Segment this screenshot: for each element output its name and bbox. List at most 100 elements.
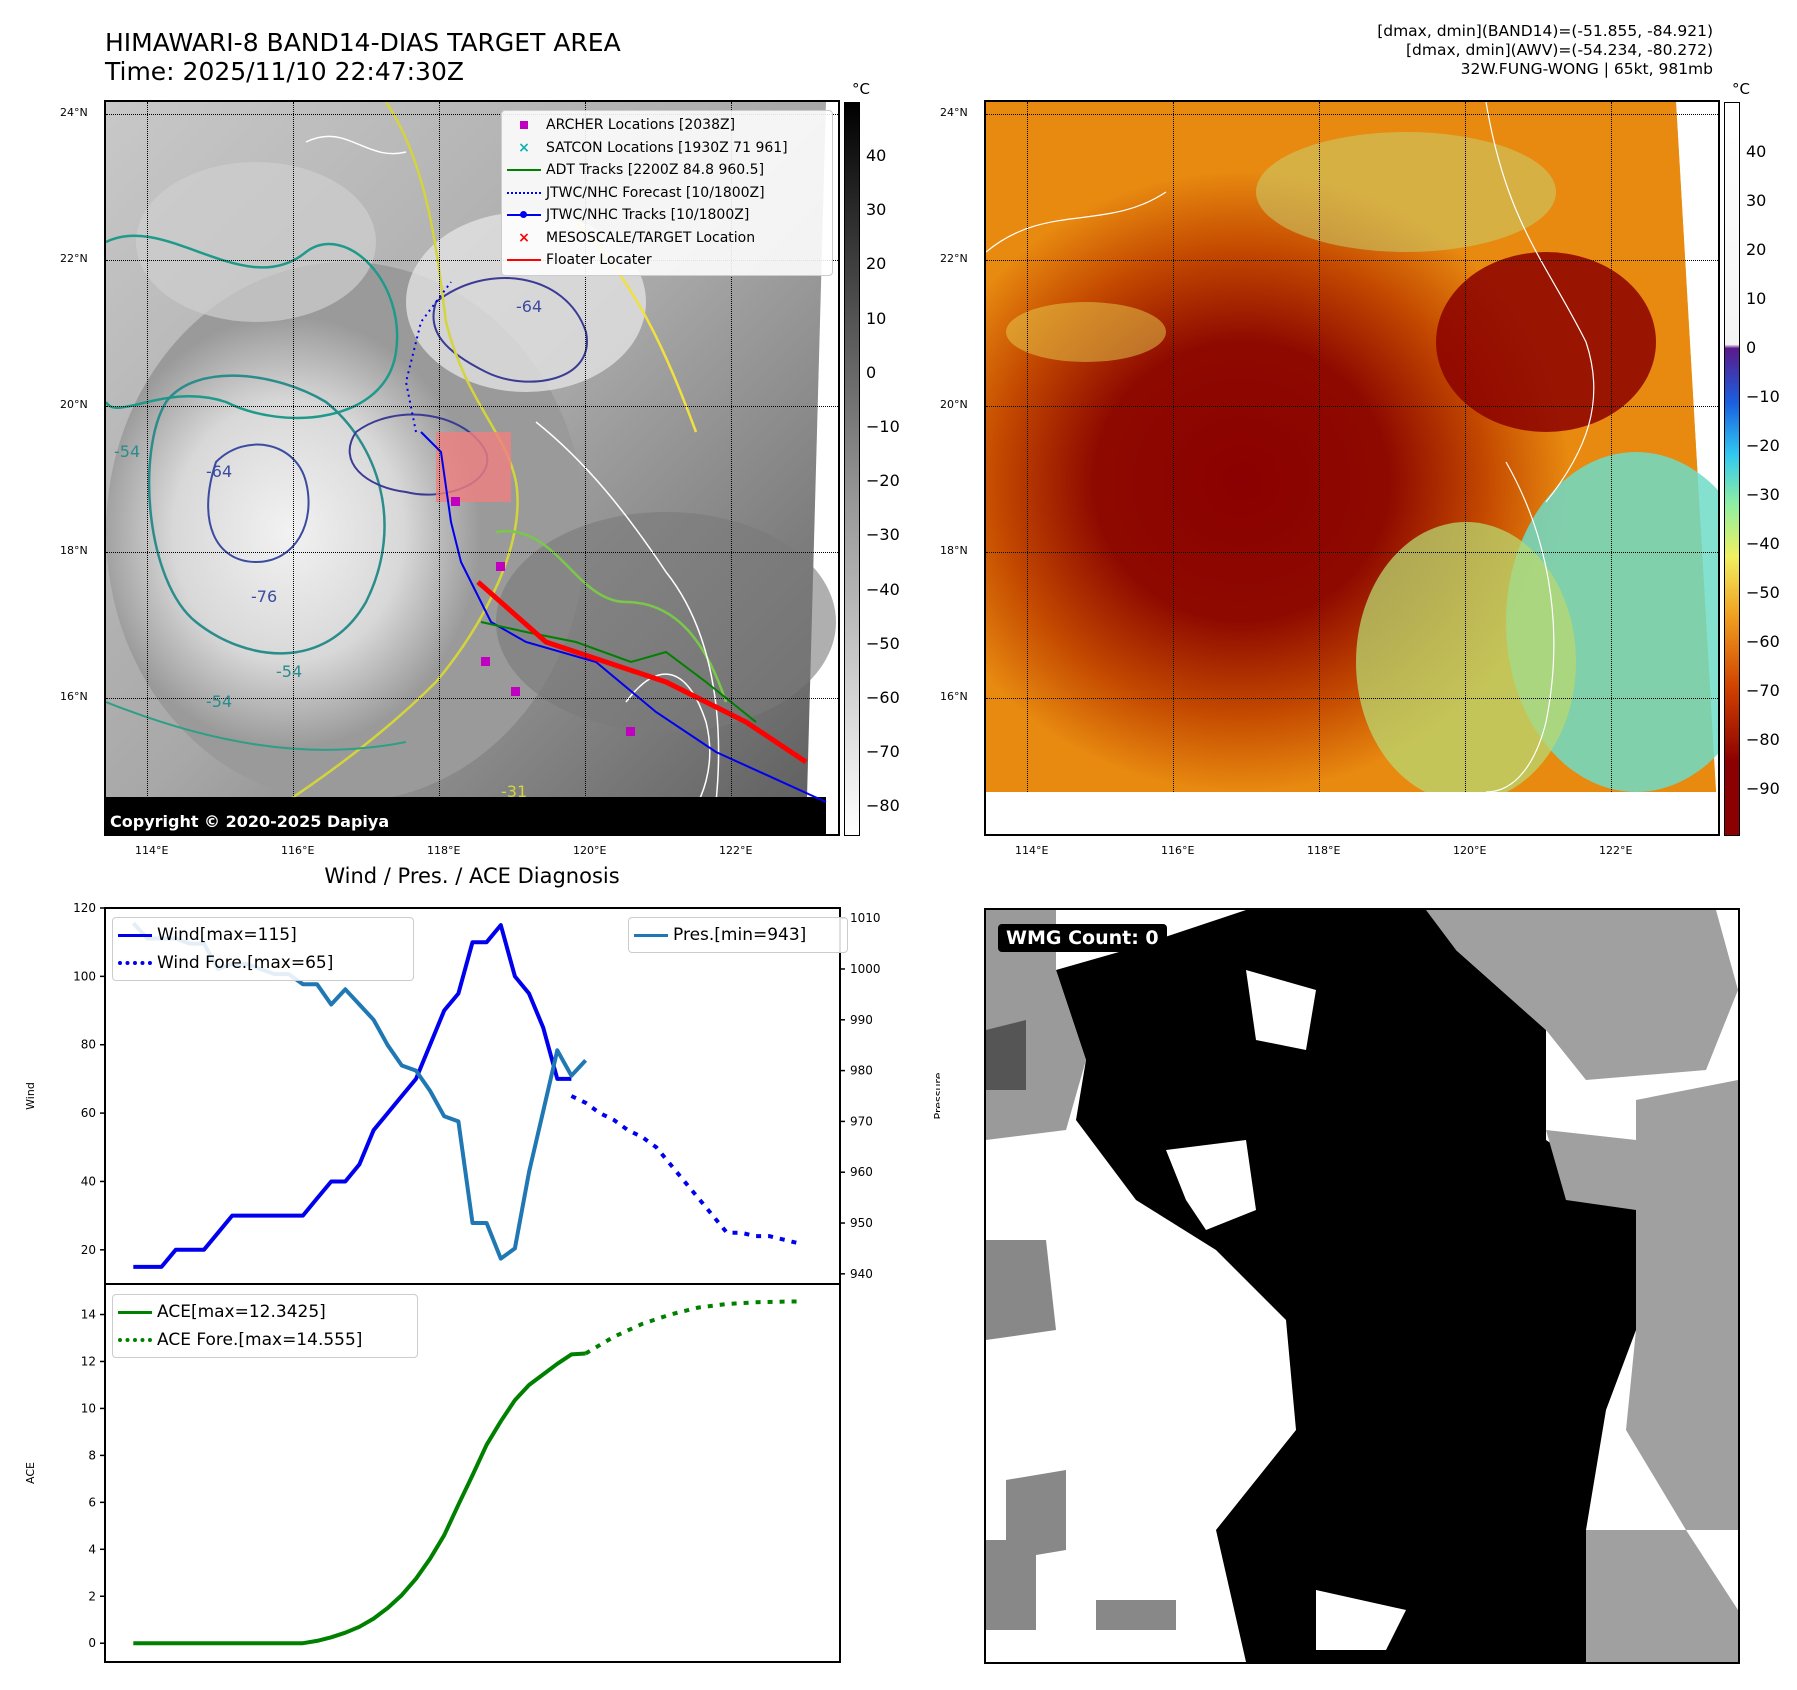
colorbar-tick-label: 20	[866, 254, 887, 274]
colorbar-tick-label: −80	[866, 796, 900, 816]
wmg-count-badge: WMG Count: 0	[998, 924, 1167, 952]
lon-tick: 120°E	[1453, 844, 1487, 857]
y2-tick-label: 980	[850, 1064, 873, 1078]
legend-item-ace-forecast: ACE Fore.[max=14.555]	[113, 1326, 417, 1354]
pressure-legend: Pres.[min=943]	[628, 917, 848, 953]
chart-title: Wind / Pres. / ACE Diagnosis	[324, 864, 620, 888]
y-tick-label: 10	[81, 1401, 96, 1415]
gridline-lat-24	[106, 114, 838, 115]
contour-label: -54	[276, 662, 303, 681]
axes-frame	[104, 1283, 841, 1663]
y-tick-label: 12	[81, 1354, 96, 1368]
colorbar-tick-label: −40	[1746, 534, 1780, 553]
colorbar-tick-label: −20	[866, 471, 900, 491]
legend-item-jtwc-tracks: JTWC/NHC Tracks [10/1800Z]	[502, 204, 832, 227]
colorbar-tick-label: 20	[1746, 240, 1767, 259]
gridline-lat-24	[986, 114, 1718, 115]
y-tick-label: 120	[73, 901, 96, 915]
awv-colorbar-unit: °C	[1732, 80, 1750, 98]
y-tick-label: 0	[88, 1636, 96, 1650]
colorbar-tick-label: −20	[1746, 436, 1780, 455]
colorbar-tick-label: −10	[1746, 387, 1780, 406]
lon-tick: 116°E	[1161, 844, 1195, 857]
y-tick-label: 80	[81, 1038, 96, 1052]
lon-tick: 118°E	[427, 844, 461, 857]
floater-box	[436, 432, 511, 502]
y2-tick-label: 970	[850, 1114, 873, 1128]
wind-legend: Wind[max=115] Wind Fore.[max=65]	[112, 917, 414, 981]
diagnosis-chart: 20406080100120Wind9409509609709809901000…	[24, 901, 940, 1663]
title-line-2: Time: 2025/11/10 22:47:30Z	[105, 57, 464, 86]
y-tick-label: 20	[81, 1243, 96, 1257]
contour-label: -76	[251, 587, 278, 606]
gridline-lat-22	[986, 260, 1718, 261]
series-line-wind-max-	[133, 923, 572, 1269]
gridline-lon-120	[585, 102, 586, 834]
line-icon	[113, 1310, 157, 1314]
contour-label: -54	[114, 442, 141, 461]
y2-axis-label: Pressure	[932, 1072, 940, 1119]
colorbar-tick-label: −40	[866, 579, 900, 599]
legend-item-pressure: Pres.[min=943]	[629, 921, 847, 949]
y-tick-label: 8	[88, 1448, 96, 1462]
colorbar-tick-label: −70	[866, 742, 900, 762]
gridline-lat-16	[106, 698, 838, 699]
lat-tick: 24°N	[940, 106, 968, 119]
y-tick-label: 100	[73, 969, 96, 983]
line-dot-icon	[502, 211, 546, 219]
colorbar-tick-label: −80	[1746, 730, 1780, 749]
gridline-lat-20	[986, 406, 1718, 407]
title-line-1: HIMAWARI-8 BAND14-DIAS TARGET AREA	[105, 28, 621, 57]
contour-label: -54	[206, 692, 233, 711]
colorbar-tick-label: 30	[866, 200, 887, 220]
ir-colorbar	[844, 102, 860, 836]
gridline-lon-114	[147, 102, 148, 834]
contour-label: -64	[206, 462, 233, 481]
y-tick-label: 14	[81, 1308, 96, 1322]
lat-tick: 20°N	[940, 398, 968, 411]
gridline-lat-18	[986, 552, 1718, 553]
lon-tick: 114°E	[135, 844, 169, 857]
line-icon	[629, 933, 673, 937]
lon-tick: 122°E	[719, 844, 753, 857]
copyright-notice: Copyright © 2020-2025 Dapiya	[110, 812, 390, 831]
y-tick-label: 2	[88, 1589, 96, 1603]
awv-imagery	[986, 102, 1718, 834]
lat-tick: 20°N	[60, 398, 88, 411]
ace-legend: ACE[max=12.3425] ACE Fore.[max=14.555]	[112, 1294, 418, 1358]
dotted-line-icon	[502, 191, 546, 194]
jtwc-forecast	[404, 281, 452, 433]
legend-item-adt: ADT Tracks [2200Z 84.8 960.5]	[502, 159, 832, 182]
awv-range: [dmax, dmin](AWV)=(-54.234, -80.272)	[1406, 41, 1713, 59]
y2-tick-label: 940	[850, 1267, 873, 1281]
storm-info: 32W.FUNG-WONG | 65kt, 981mb	[1460, 60, 1713, 78]
wmg-imagery	[986, 910, 1738, 1662]
archer-points	[451, 497, 635, 736]
gridline-lon-116	[293, 102, 294, 834]
figure-title: HIMAWARI-8 BAND14-DIAS TARGET AREA Time:…	[105, 28, 621, 86]
y2-tick-label: 950	[850, 1216, 873, 1230]
x-marker-icon: ×	[518, 229, 530, 246]
y-tick-label: 4	[88, 1542, 96, 1556]
series-line-ace-fore-max-	[584, 1299, 798, 1356]
contour-label: -64	[516, 297, 543, 316]
colorbar-tick-label: −90	[1746, 779, 1780, 798]
legend-item-ace: ACE[max=12.3425]	[113, 1298, 417, 1326]
stats-header: [dmax, dmin](BAND14)=(-51.855, -84.921) …	[1377, 22, 1713, 79]
wmg-panel: WMG Count: 0	[984, 908, 1740, 1664]
y2-tick-label: 1000	[850, 962, 881, 976]
y2-tick-label: 990	[850, 1013, 873, 1027]
legend-item-archer: ARCHER Locations [2038Z]	[502, 114, 832, 137]
gridline-lon-118	[439, 102, 440, 834]
colorbar-tick-label: 30	[1746, 191, 1767, 210]
colorbar-tick-label: −10	[866, 417, 900, 436]
colorbar-tick-label: −30	[866, 525, 900, 545]
y-tick-label: 40	[81, 1174, 96, 1188]
legend-item-target: × MESOSCALE/TARGET Location	[502, 227, 832, 250]
gridline-lat-22	[106, 260, 838, 261]
y-axis-label: Wind	[24, 1082, 37, 1110]
lat-tick: 16°N	[60, 690, 88, 703]
gridline-lat-16	[986, 698, 1718, 699]
y-axis-label: ACE	[24, 1462, 37, 1484]
gridline-lat-20	[106, 406, 838, 407]
